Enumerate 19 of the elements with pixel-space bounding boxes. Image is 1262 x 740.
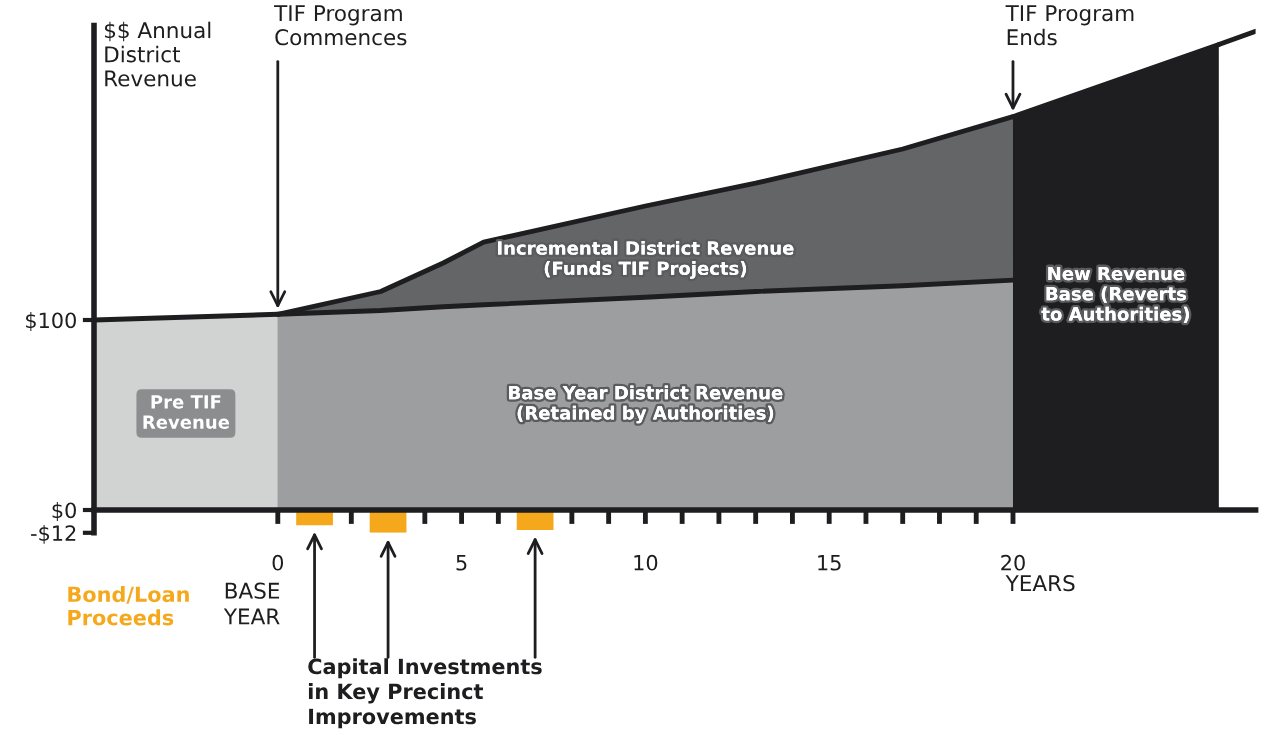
annotation: TIF Program Ends — [1005, 5, 1134, 46]
y-tick-label: $100 — [26, 312, 76, 331]
x-tick-label: 5 — [456, 555, 467, 571]
text: BASE YEAR — [223, 582, 280, 625]
series-label: Base Year District Revenue (Retained by Authorities) — [509, 385, 783, 424]
text: Capital Investments in Key Precinct Improvements — [308, 658, 542, 729]
text: Bond/Loan Proceeds — [68, 586, 189, 626]
y-axis-title: $$ Annual District Revenue — [104, 21, 211, 87]
x-tick-label: 0 — [272, 554, 284, 571]
x-tick-label: 15 — [818, 555, 841, 571]
series-label: Incremental District Revenue (Funds TIF Projects) — [498, 240, 794, 279]
x-tick-label: 10 — [634, 554, 658, 571]
series-label: New Revenue Base (Reverts to Authorities) — [1041, 266, 1189, 323]
x-tick-label: 20 — [1001, 554, 1025, 571]
annotation: TIF Program Commences — [274, 5, 407, 46]
x-axis-title: YEARS — [1005, 574, 1075, 592]
series-label: Pre TIF Revenue — [143, 395, 230, 429]
y-tick-label: $0 — [52, 502, 76, 521]
y-tick-label: -$12 — [31, 524, 76, 544]
